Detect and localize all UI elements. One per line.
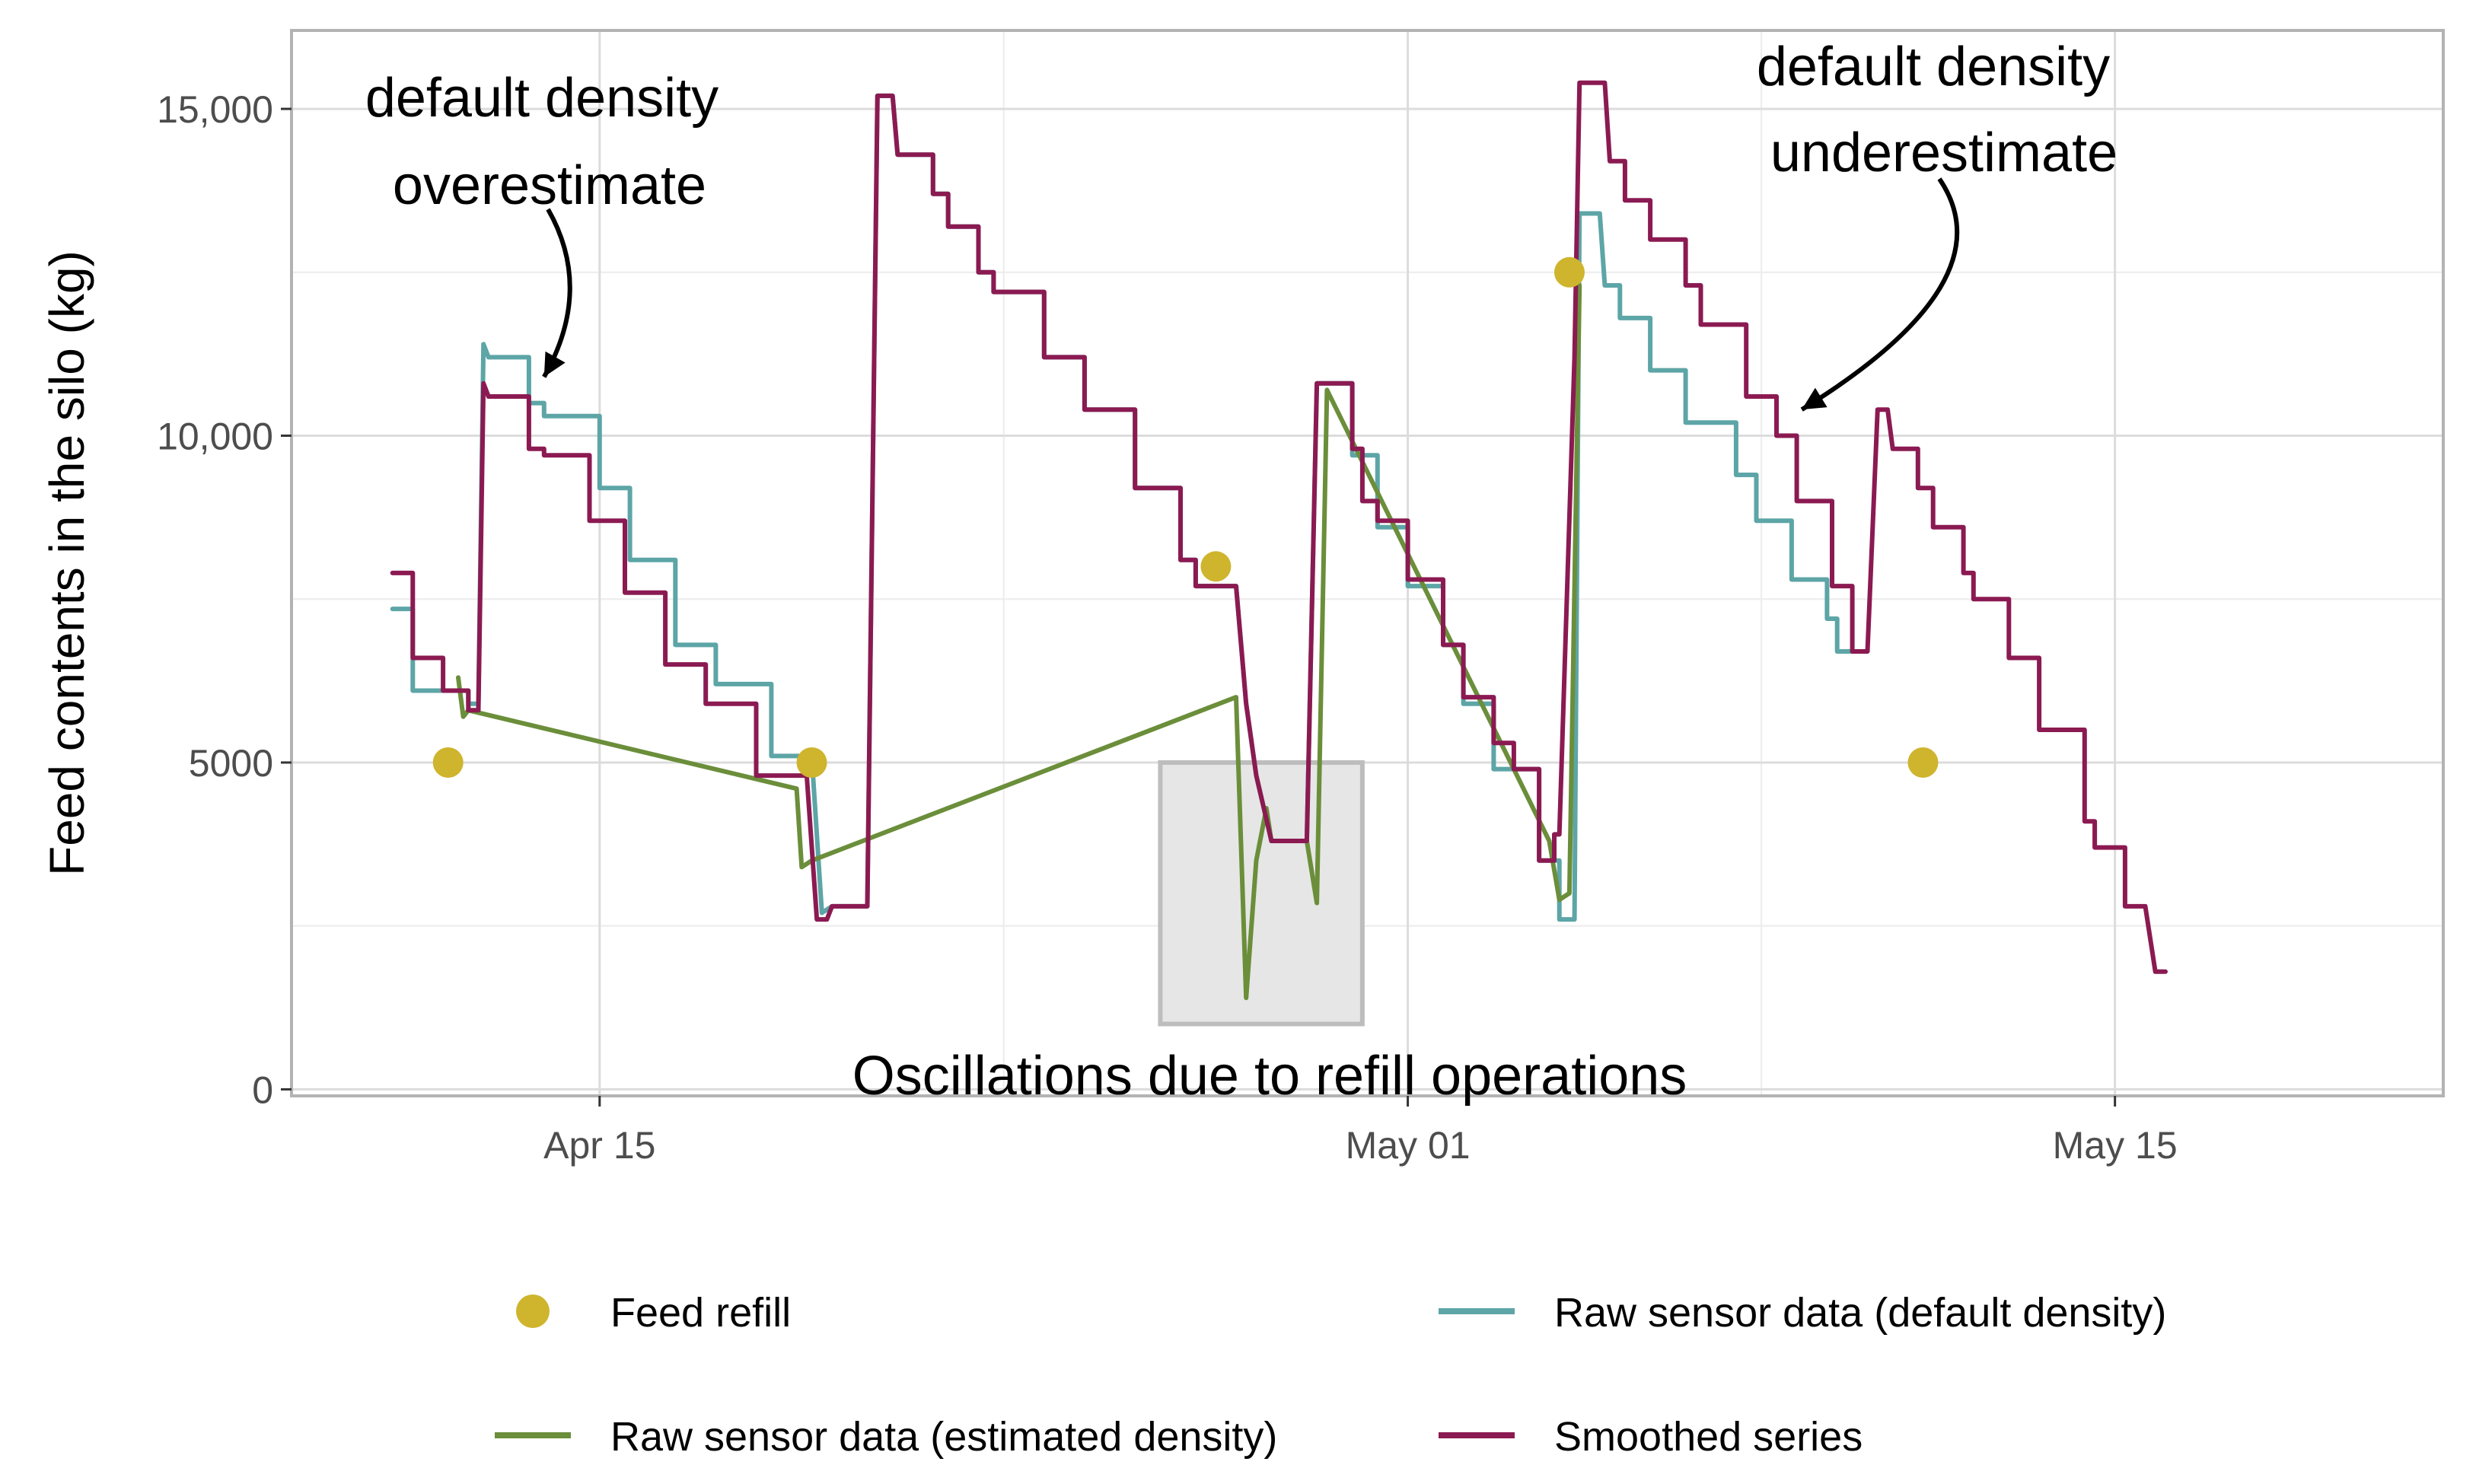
feed-refill-point: [1200, 551, 1232, 582]
y-tick-label: 5000: [189, 742, 273, 785]
legend-label-raw-estimated: Raw sensor data (estimated density): [610, 1414, 1277, 1460]
x-tick-label: Apr 15: [543, 1124, 655, 1167]
annotation-underestimate-line1: default density: [1757, 37, 2110, 97]
legend-item-raw-default: Raw sensor data (default density): [1439, 1290, 2166, 1336]
series-line-smoothed-series: [390, 80, 2168, 974]
y-tick-label: 15,000: [157, 88, 273, 131]
legend-label-raw-default: Raw sensor data (default density): [1554, 1290, 2166, 1336]
legend-key-feed-refill: [516, 1295, 550, 1328]
legend: Feed refill Raw sensor data (default den…: [495, 1290, 2166, 1460]
legend-item-smoothed: Smoothed series: [1439, 1414, 1863, 1460]
panel-background: [292, 30, 2443, 1096]
annotation-underestimate-arrow: [1800, 177, 1960, 412]
panel-border: [290, 29, 2445, 1097]
annotation-underestimate: default density underestimate: [1757, 37, 2118, 412]
feed-refill-point: [1907, 747, 1939, 778]
legend-item-feed-refill: Feed refill: [516, 1290, 791, 1336]
legend-label-smoothed: Smoothed series: [1554, 1414, 1863, 1460]
legend-label-feed-refill: Feed refill: [610, 1290, 791, 1336]
x-tick-label: May 15: [2053, 1124, 2178, 1167]
series-line-raw-sensor-data-estimated-density: [456, 283, 1582, 1001]
refill-markers: [432, 256, 1939, 778]
annotation-underestimate-line2: underestimate: [1770, 123, 2118, 183]
feed-refill-point: [1553, 256, 1585, 288]
y-tick-label: 10,000: [157, 416, 273, 458]
annotation-oscillations: Oscillations due to refill operations: [852, 1046, 1687, 1107]
annotation-overestimate: default density overestimate: [365, 68, 719, 378]
annotation-overestimate-arrowhead: [543, 351, 566, 377]
annotation-overestimate-arrow: [542, 208, 572, 378]
series-lines: [390, 80, 2168, 1001]
y-axis-title: Feed contents in the silo (kg): [40, 250, 94, 876]
feed-refill-point: [796, 747, 827, 778]
y-tick-label: 0: [252, 1068, 273, 1111]
axis-ticks: 0 5000 10,000 15,000 Apr 15 May 01 May 15: [157, 88, 2178, 1167]
legend-item-raw-estimated: Raw sensor data (estimated density): [495, 1414, 1277, 1460]
annotation-underestimate-arrowhead: [1802, 387, 1828, 410]
annotation-overestimate-line1: default density: [365, 68, 719, 129]
x-tick-label: May 01: [1346, 1124, 1471, 1167]
annotation-overestimate-line2: overestimate: [393, 155, 706, 216]
feed-refill-point: [432, 747, 464, 778]
